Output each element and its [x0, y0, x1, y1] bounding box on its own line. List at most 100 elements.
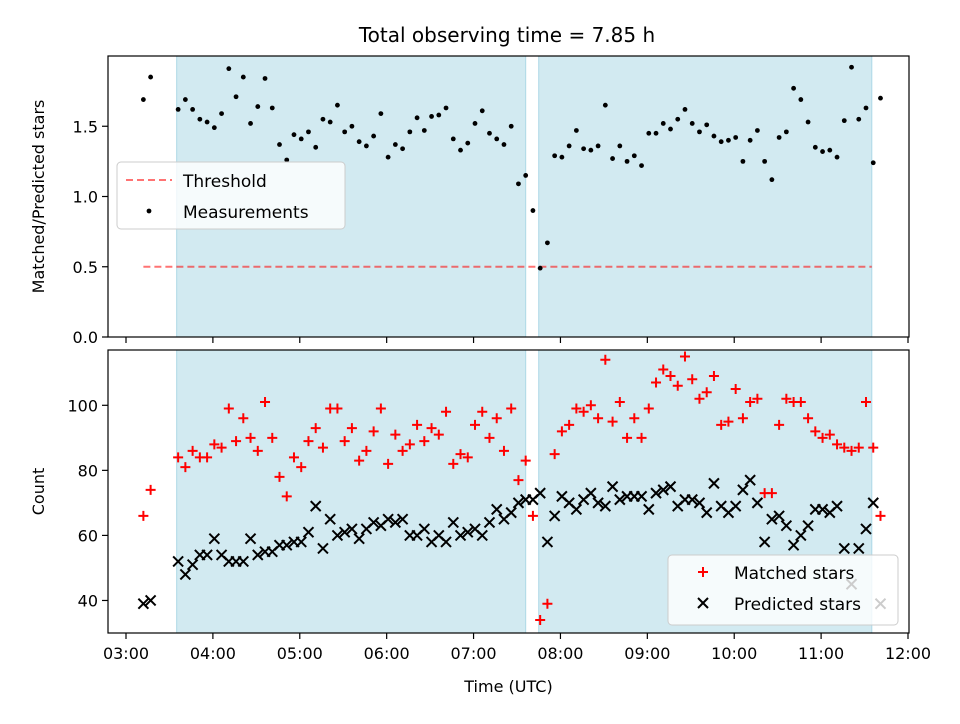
- measurement-point: [284, 157, 290, 163]
- predicted-point: [201, 549, 213, 561]
- measurement-point: [277, 142, 282, 147]
- predicted-point: [186, 558, 199, 571]
- measurement-point: [740, 158, 746, 164]
- legend-measurement-swatch: [146, 208, 152, 214]
- matched-point: [223, 403, 234, 414]
- predicted-point: [137, 598, 150, 610]
- shaded-interval-0: [176, 349, 527, 634]
- predicted-point: [592, 497, 604, 509]
- measurement-point: [704, 122, 710, 128]
- predicted-point: [208, 532, 221, 545]
- x-tick-label: 07:00: [451, 644, 497, 663]
- predicted-point: [483, 516, 496, 529]
- x-tick-label: 03:00: [103, 644, 149, 663]
- matched-point: [231, 436, 242, 447]
- predicted-point: [635, 490, 648, 503]
- predicted-point: [751, 497, 764, 509]
- predicted-point: [686, 493, 698, 506]
- matched-point: [252, 445, 263, 456]
- measurement-point: [429, 114, 434, 119]
- measurement-point: [566, 143, 572, 149]
- matched-point: [803, 413, 814, 424]
- predicted-point: [787, 539, 800, 551]
- matched-point: [817, 432, 828, 443]
- matched-point: [216, 442, 227, 453]
- matched-point: [600, 354, 611, 365]
- measurement-point: [798, 97, 804, 102]
- predicted-point: [476, 529, 488, 542]
- measurement-point: [465, 140, 471, 146]
- legend-predicted-swatch: [697, 597, 709, 609]
- measurement-point: [820, 149, 825, 154]
- matched-point: [339, 436, 350, 447]
- predicted-point: [346, 523, 358, 535]
- measurement-point: [805, 119, 811, 125]
- matched-point: [354, 455, 365, 466]
- ratio-legend: Threshold Measurements: [116, 161, 346, 230]
- matched-point: [448, 458, 459, 469]
- measurement-point: [335, 102, 340, 108]
- predicted-point: [780, 519, 793, 532]
- y-tick-label: 100: [67, 396, 98, 415]
- measurement-point: [776, 135, 782, 140]
- measurement-point: [689, 121, 695, 126]
- predicted-point: [505, 506, 517, 519]
- matched-point: [701, 387, 712, 398]
- matched-point: [412, 419, 423, 430]
- matched-point: [593, 413, 604, 424]
- predicted-point: [657, 484, 669, 496]
- legend-predicted-label: Predicted stars: [734, 595, 861, 615]
- predicted-point: [281, 539, 293, 551]
- predicted-point: [737, 484, 749, 496]
- x-tick-label: 05:00: [277, 644, 323, 663]
- legend-box: [116, 161, 346, 230]
- x-tick-label: 04:00: [190, 644, 236, 663]
- predicted-point: [729, 500, 742, 512]
- matched-point: [861, 397, 872, 408]
- predicted-point: [454, 529, 467, 542]
- series-predicted-stars: [137, 474, 887, 610]
- y-tick-label: 1.5: [73, 117, 98, 136]
- predicted-point: [860, 523, 872, 535]
- matched-point: [491, 413, 502, 424]
- predicted-point: [708, 477, 720, 490]
- matched-point: [694, 393, 705, 404]
- predicted-point: [700, 506, 713, 519]
- measurement-point: [175, 106, 181, 112]
- matched-point: [846, 445, 857, 456]
- predicted-point: [614, 493, 626, 506]
- matched-point: [752, 393, 763, 404]
- matched-point: [622, 432, 633, 443]
- matched-point: [274, 471, 285, 482]
- predicted-point: [831, 500, 843, 512]
- matched-point: [651, 377, 662, 388]
- measurement-point: [363, 143, 369, 149]
- predicted-point: [766, 513, 778, 525]
- measurement-point: [624, 158, 630, 164]
- matched-point: [643, 403, 654, 414]
- axes-frame: [107, 349, 910, 634]
- measurement-point: [682, 106, 688, 112]
- predicted-point: [664, 480, 677, 493]
- predicted-point: [440, 536, 452, 548]
- measurement-point: [342, 129, 348, 135]
- y-tick-label: 0.5: [73, 258, 98, 277]
- matched-point: [824, 429, 835, 440]
- matched-point: [187, 445, 198, 456]
- predicted-point: [512, 497, 525, 509]
- matched-point: [138, 510, 149, 521]
- matched-point: [455, 449, 466, 460]
- measurement-point: [204, 119, 210, 125]
- measurement-point: [371, 133, 377, 139]
- measurement-point: [494, 136, 500, 142]
- measurement-point: [537, 265, 543, 271]
- measurement-point: [211, 125, 217, 131]
- measurement-point: [190, 106, 196, 112]
- matched-point: [441, 406, 452, 417]
- legend-measurement-label: Measurements: [183, 203, 309, 223]
- matched-point: [679, 351, 690, 362]
- measurement-point: [545, 240, 550, 246]
- matched-point: [180, 462, 191, 473]
- measurement-point: [675, 116, 681, 122]
